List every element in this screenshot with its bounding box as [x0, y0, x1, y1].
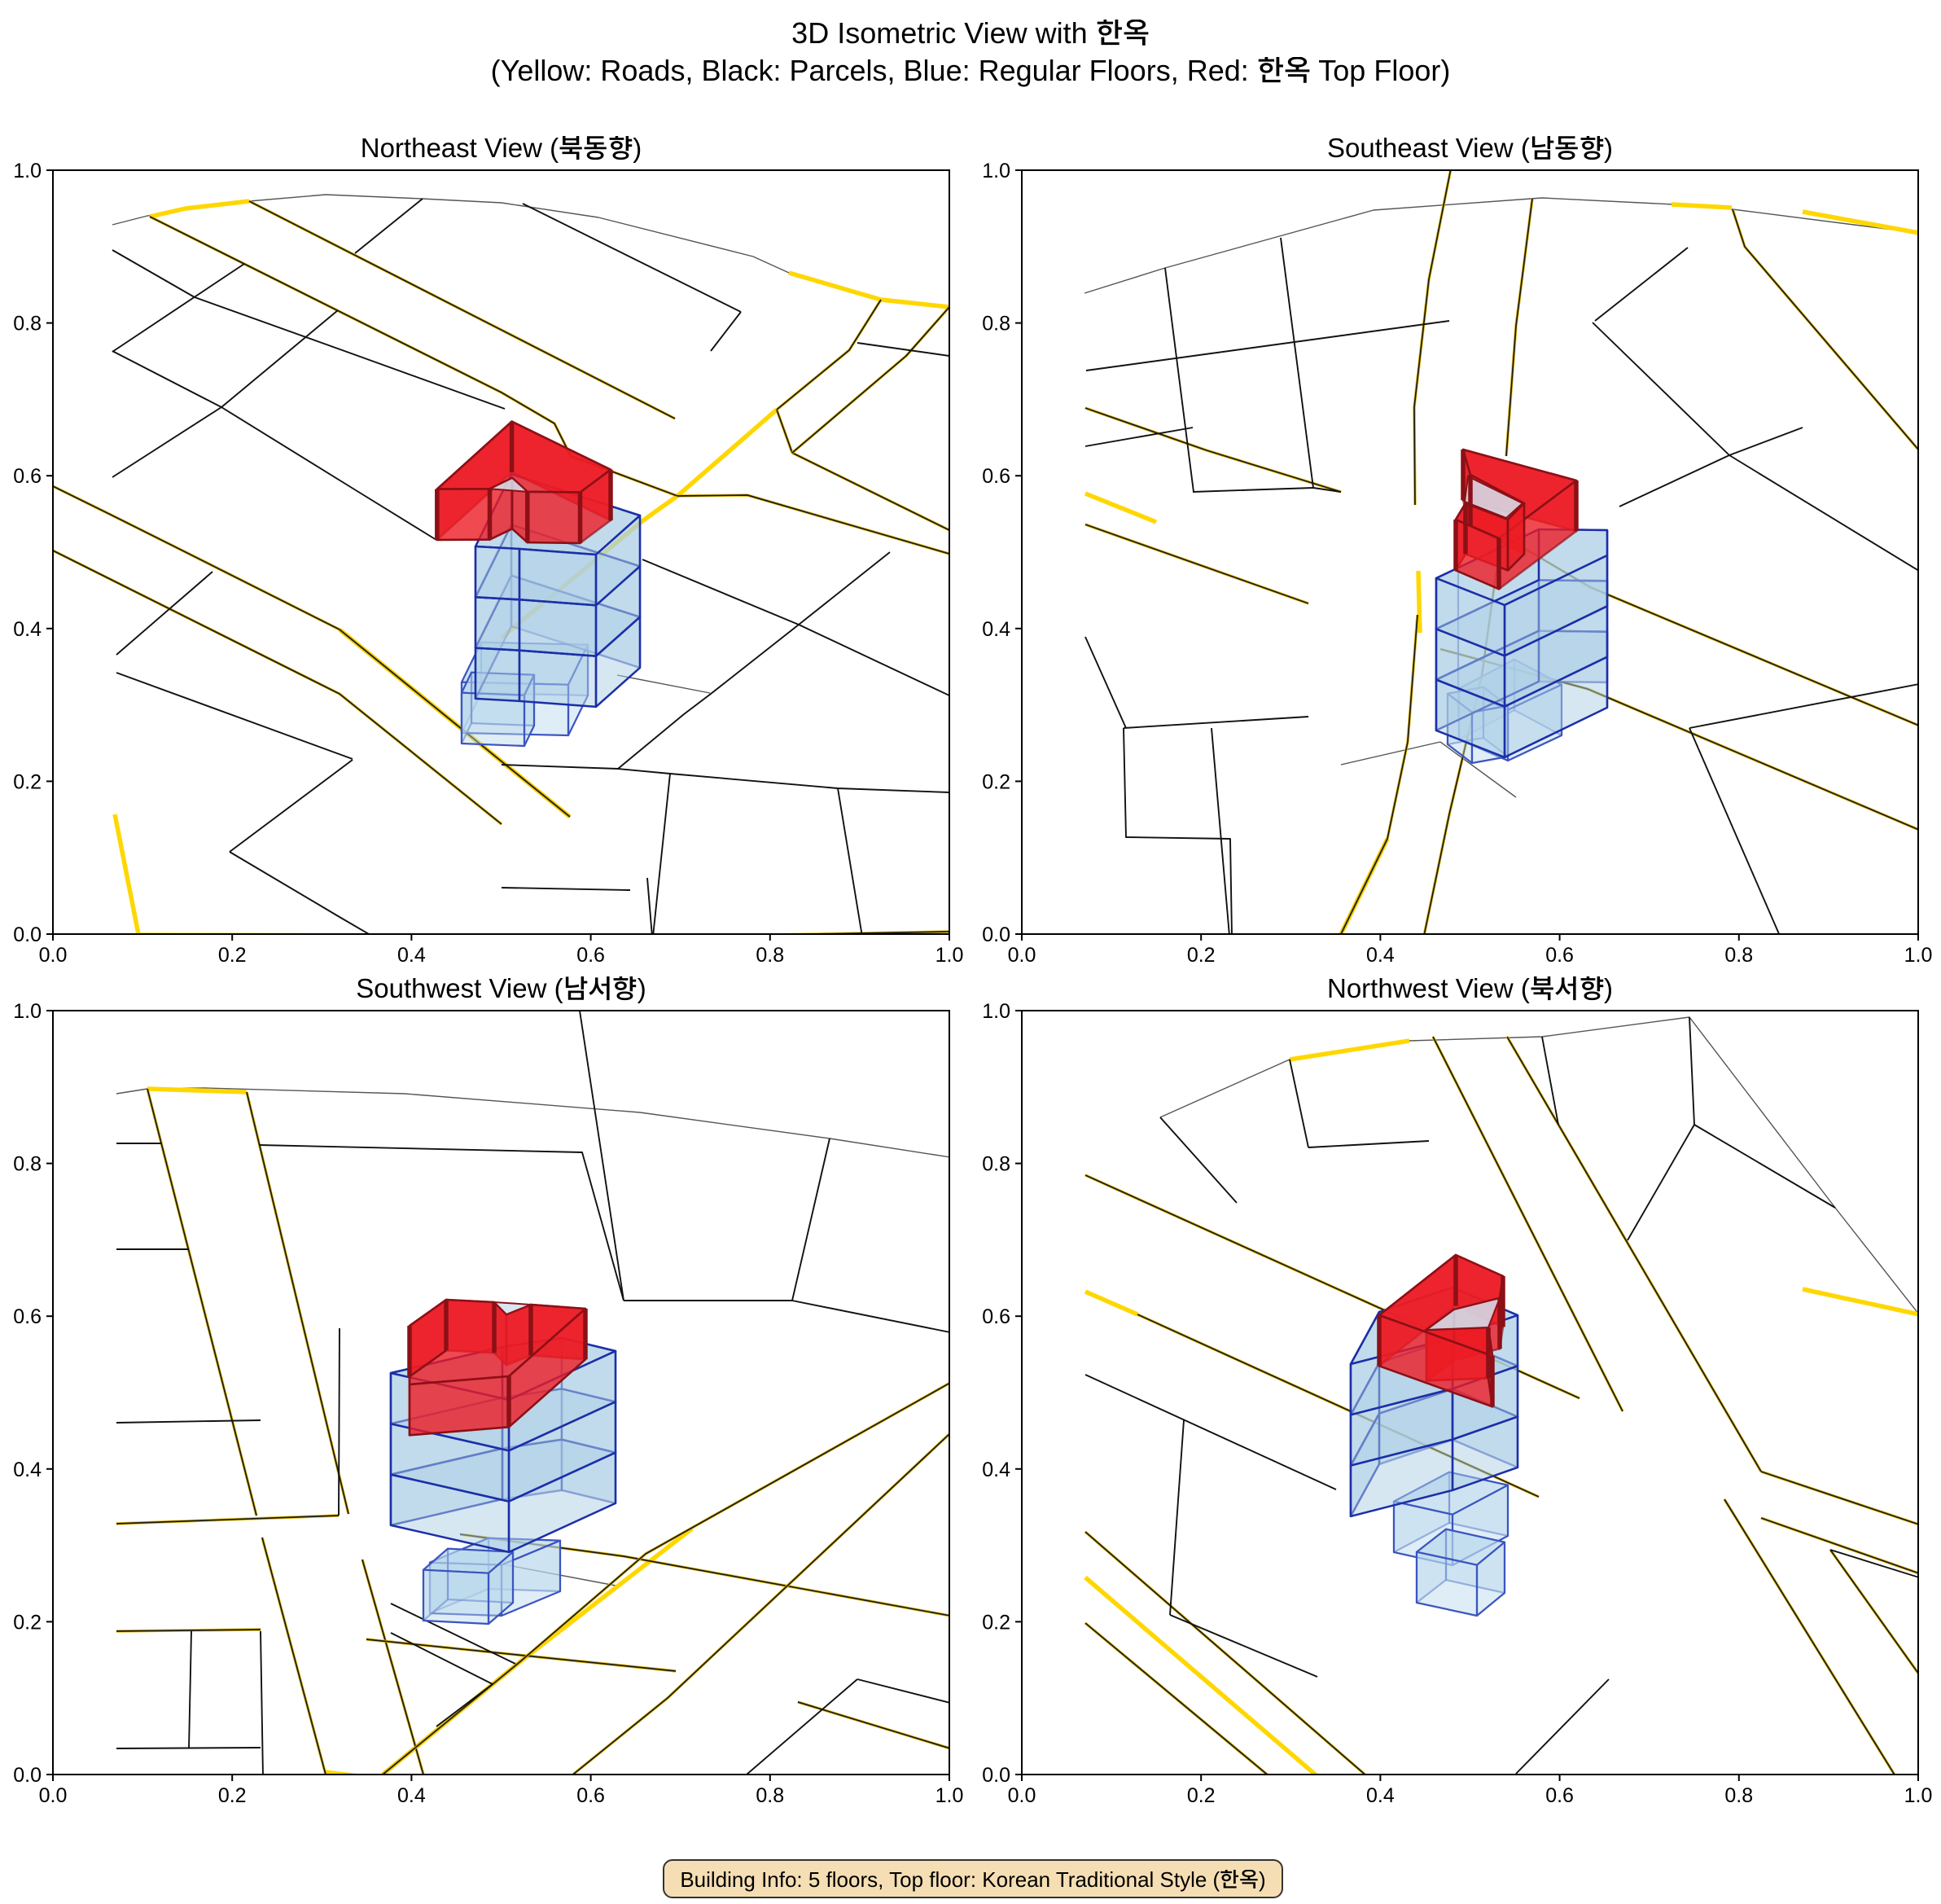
svg-text:1.0: 1.0: [935, 1784, 964, 1807]
svg-text:0.4: 0.4: [397, 944, 426, 967]
svg-text:0.4: 0.4: [13, 1459, 42, 1481]
svg-text:0.6: 0.6: [13, 465, 42, 488]
svg-text:0.0: 0.0: [13, 1764, 42, 1787]
svg-text:0.4: 0.4: [397, 1784, 426, 1807]
svg-text:1.0: 1.0: [13, 160, 42, 182]
svg-text:0.8: 0.8: [756, 944, 784, 967]
svg-text:0.0: 0.0: [982, 1764, 1010, 1787]
svg-text:1.0: 1.0: [982, 1000, 1010, 1023]
svg-text:1.0: 1.0: [935, 944, 964, 967]
svg-text:1.0: 1.0: [1904, 1784, 1933, 1807]
svg-text:0.8: 0.8: [1724, 944, 1753, 967]
svg-text:0.2: 0.2: [218, 944, 247, 967]
svg-text:0.4: 0.4: [1366, 1784, 1395, 1807]
svg-text:0.8: 0.8: [13, 1153, 42, 1176]
svg-text:0.0: 0.0: [39, 1784, 68, 1807]
svg-text:0.6: 0.6: [13, 1305, 42, 1328]
svg-text:0.8: 0.8: [982, 1153, 1010, 1176]
svg-text:0.2: 0.2: [13, 770, 42, 793]
svg-text:0.2: 0.2: [1187, 944, 1216, 967]
svg-text:0.4: 0.4: [982, 618, 1010, 641]
svg-text:0.6: 0.6: [576, 944, 605, 967]
svg-text:1.0: 1.0: [13, 1000, 42, 1023]
svg-text:0.6: 0.6: [982, 1305, 1010, 1328]
svg-text:0.6: 0.6: [1545, 1784, 1574, 1807]
svg-text:0.6: 0.6: [576, 1784, 605, 1807]
svg-text:0.4: 0.4: [1366, 944, 1395, 967]
svg-text:0.6: 0.6: [1545, 944, 1574, 967]
svg-text:0.0: 0.0: [13, 923, 42, 946]
svg-text:0.6: 0.6: [982, 465, 1010, 488]
svg-text:1.0: 1.0: [1904, 944, 1933, 967]
svg-text:0.2: 0.2: [13, 1611, 42, 1634]
svg-text:0.0: 0.0: [982, 923, 1010, 946]
svg-text:0.0: 0.0: [1008, 944, 1036, 967]
svg-text:0.2: 0.2: [982, 1611, 1010, 1634]
svg-text:0.8: 0.8: [982, 313, 1010, 336]
svg-text:0.4: 0.4: [982, 1459, 1010, 1481]
svg-text:0.0: 0.0: [39, 944, 68, 967]
svg-text:0.2: 0.2: [982, 770, 1010, 793]
svg-text:0.8: 0.8: [756, 1784, 784, 1807]
svg-text:0.0: 0.0: [1008, 1784, 1036, 1807]
svg-text:0.2: 0.2: [1187, 1784, 1216, 1807]
svg-text:0.8: 0.8: [1724, 1784, 1753, 1807]
svg-text:0.8: 0.8: [13, 313, 42, 336]
svg-text:0.4: 0.4: [13, 618, 42, 641]
svg-text:0.2: 0.2: [218, 1784, 247, 1807]
svg-text:1.0: 1.0: [982, 160, 1010, 182]
